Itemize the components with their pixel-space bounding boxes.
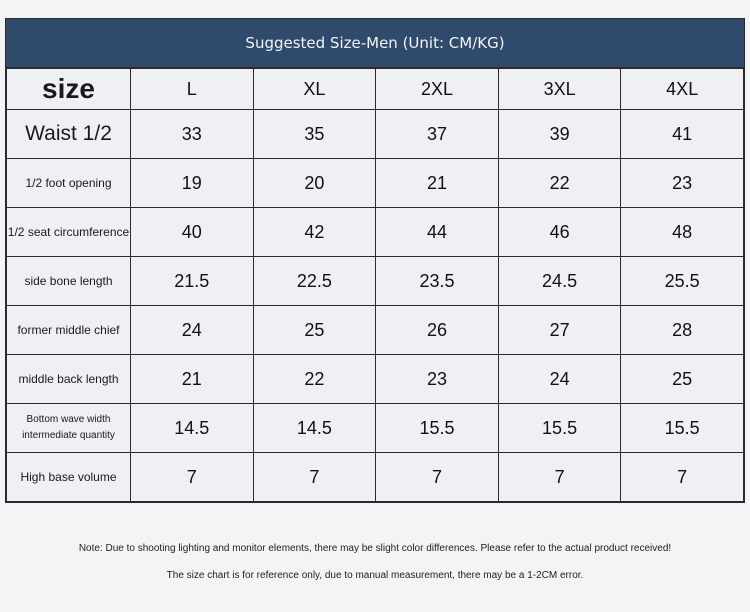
- table-cell: 23.5: [375, 256, 499, 306]
- table-cell: 14.5: [130, 403, 254, 453]
- table-row: 1/2 seat circumference 40 42 44 46 48: [6, 207, 744, 257]
- row-label: side bone length: [6, 256, 131, 306]
- measurement-note: The size chart is for reference only, du…: [166, 570, 584, 581]
- table-cell: 44: [375, 207, 499, 257]
- table-row: side bone length 21.5 22.5 23.5 24.5 25.…: [6, 256, 744, 306]
- row-label: Waist 1/2: [6, 109, 131, 159]
- table-cell: 39: [497, 109, 622, 159]
- table-cell: 41: [620, 109, 744, 159]
- table-cell: 24: [497, 354, 622, 404]
- row-label: 1/2 foot opening: [6, 158, 131, 208]
- table-cell: 14.5: [252, 403, 377, 453]
- table-cell: 22: [497, 158, 622, 208]
- table-cell: 21: [130, 354, 254, 404]
- table-row: former middle chief 24 25 26 27 28: [6, 305, 744, 355]
- table-row: Waist 1/2 33 35 37 39 41: [6, 109, 744, 159]
- row-label: middle back length: [6, 354, 131, 404]
- table-cell: 15.5: [375, 403, 499, 453]
- table-cell: 27: [497, 305, 622, 355]
- table-cell: 7: [130, 452, 254, 502]
- table-cell: 22.5: [252, 256, 377, 306]
- row-label: Bottom wave width intermediate quantity: [6, 403, 131, 453]
- table-cell: 33: [130, 109, 254, 159]
- table-cell: 23: [620, 158, 744, 208]
- size-header-l: L: [130, 68, 254, 110]
- size-chart: Suggested Size-Men (Unit: CM/KG) size L …: [5, 18, 745, 503]
- table-cell: 21: [375, 158, 499, 208]
- table-cell: 7: [620, 452, 744, 502]
- table-row: 1/2 foot opening 19 20 21 22 23: [6, 158, 744, 208]
- size-header-xl: XL: [252, 68, 377, 110]
- table-cell: 40: [130, 207, 254, 257]
- row-label: High base volume: [6, 452, 131, 502]
- color-note: Note: Due to shooting lighting and monit…: [78, 543, 672, 554]
- size-header-2xl: 2XL: [375, 68, 499, 110]
- table-row: High base volume 7 7 7 7 7: [6, 452, 744, 502]
- table-cell: 48: [620, 207, 744, 257]
- size-header-3xl: 3XL: [497, 68, 622, 110]
- table-cell: 15.5: [620, 403, 744, 453]
- table-row: middle back length 21 22 23 24 25: [6, 354, 744, 404]
- table-cell: 15.5: [497, 403, 622, 453]
- size-header-4xl: 4XL: [620, 68, 744, 110]
- table-cell: 7: [497, 452, 622, 502]
- size-header-label: size: [6, 68, 131, 110]
- table-cell: 25: [620, 354, 744, 404]
- table-cell: 25: [252, 305, 377, 355]
- size-table: size L XL 2XL 3XL 4XL Waist 1/2 33 35 37…: [6, 68, 744, 502]
- table-cell: 25.5: [620, 256, 744, 306]
- table-cell: 24.5: [497, 256, 622, 306]
- table-cell: 7: [252, 452, 377, 502]
- row-label: 1/2 seat circumference: [6, 207, 131, 257]
- header-row: size L XL 2XL 3XL 4XL: [6, 68, 744, 110]
- table-cell: 22: [252, 354, 377, 404]
- table-cell: 20: [252, 158, 377, 208]
- table-cell: 26: [375, 305, 499, 355]
- table-cell: 46: [497, 207, 622, 257]
- table-cell: 23: [375, 354, 499, 404]
- table-cell: 19: [130, 158, 254, 208]
- table-cell: 21.5: [130, 256, 254, 306]
- chart-title: Suggested Size-Men (Unit: CM/KG): [6, 19, 744, 68]
- table-cell: 37: [375, 109, 499, 159]
- row-label: former middle chief: [6, 305, 131, 355]
- table-cell: 42: [252, 207, 377, 257]
- table-cell: 24: [130, 305, 254, 355]
- table-cell: 7: [375, 452, 499, 502]
- table-cell: 28: [620, 305, 744, 355]
- table-row: Bottom wave width intermediate quantity …: [6, 403, 744, 453]
- table-cell: 35: [252, 109, 377, 159]
